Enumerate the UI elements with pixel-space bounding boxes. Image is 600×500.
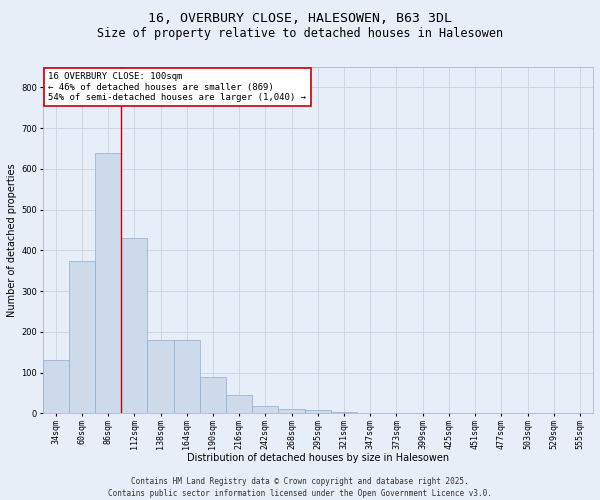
Bar: [69, 260, 95, 414]
Bar: [278, 409, 305, 414]
Y-axis label: Number of detached properties: Number of detached properties: [7, 164, 17, 317]
X-axis label: Distribution of detached houses by size in Halesowen: Distribution of detached houses by size …: [187, 453, 449, 463]
Bar: [252, 406, 278, 413]
Text: Contains HM Land Registry data © Crown copyright and database right 2025.
Contai: Contains HM Land Registry data © Crown c…: [108, 476, 492, 498]
Bar: [173, 340, 200, 413]
Bar: [121, 238, 148, 414]
Bar: [331, 412, 357, 414]
Text: 16, OVERBURY CLOSE, HALESOWEN, B63 3DL: 16, OVERBURY CLOSE, HALESOWEN, B63 3DL: [148, 12, 452, 26]
Bar: [200, 376, 226, 414]
Bar: [95, 152, 121, 414]
Bar: [305, 410, 331, 414]
Bar: [226, 395, 252, 413]
Bar: [148, 340, 173, 413]
Bar: [43, 360, 69, 414]
Text: 16 OVERBURY CLOSE: 100sqm
← 46% of detached houses are smaller (869)
54% of semi: 16 OVERBURY CLOSE: 100sqm ← 46% of detac…: [48, 72, 306, 102]
Text: Size of property relative to detached houses in Halesowen: Size of property relative to detached ho…: [97, 28, 503, 40]
